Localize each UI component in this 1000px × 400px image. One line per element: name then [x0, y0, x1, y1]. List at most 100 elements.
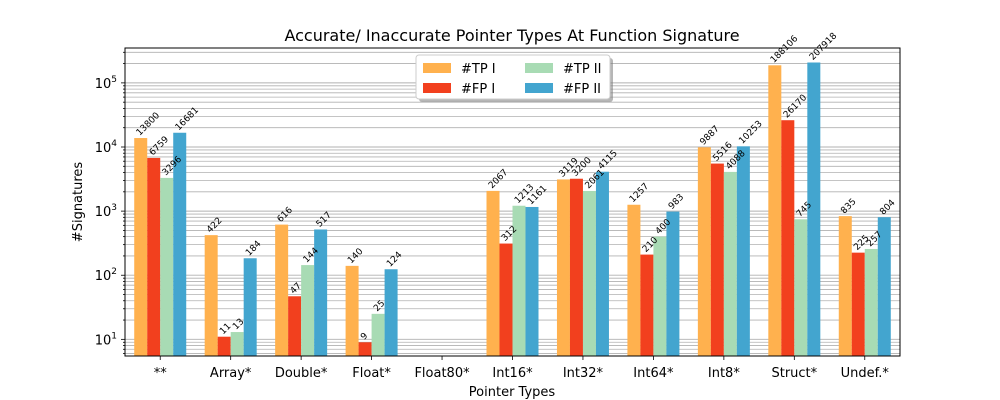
y-axis-label: #Signatures	[71, 162, 86, 243]
y-tick-base: 10	[95, 269, 112, 284]
legend-entry: #FP I	[461, 82, 495, 97]
bar	[710, 163, 724, 356]
bar	[275, 224, 289, 356]
bar	[147, 157, 161, 356]
y-tick-base: 10	[95, 77, 112, 92]
bar	[582, 190, 596, 356]
bar	[499, 243, 513, 356]
bar-value-label: 9	[359, 331, 370, 342]
x-tick-label: Float80*	[414, 366, 470, 381]
bar	[486, 190, 500, 356]
y-tick-exponent: 2	[111, 267, 117, 277]
y-tick-label: 101	[95, 331, 117, 348]
bar	[204, 235, 218, 356]
bar	[807, 62, 821, 356]
y-tick-exponent: 1	[111, 331, 117, 341]
bar-value-label: 13800	[135, 111, 163, 139]
legend: #TP I #FP I #TP II #FP II	[415, 54, 613, 102]
y-tick-label: 103	[95, 203, 117, 220]
x-tick-label: Int64*	[633, 366, 674, 381]
x-tick-label: Int16*	[492, 366, 533, 381]
bar-value-label: 140	[346, 247, 365, 266]
bar	[851, 252, 865, 356]
y-tick-label: 102	[95, 267, 117, 284]
bar-value-label: 835	[839, 197, 858, 216]
chart-title: Accurate/ Inaccurate Pointer Types At Fu…	[284, 26, 739, 45]
x-tick-label: Undef.*	[841, 366, 890, 381]
x-tick-label: **	[154, 366, 168, 381]
bar	[653, 236, 667, 356]
bar-value-label: 4115	[597, 149, 620, 172]
y-tick-label: 104	[95, 139, 118, 156]
x-axis-label: Pointer Types	[469, 385, 556, 400]
x-axis: ** Array* Double* Float* Float80* Int16* Int32…	[154, 356, 890, 381]
y-tick-exponent: 4	[111, 139, 117, 149]
bar	[569, 178, 583, 356]
bar-value-label: 616	[276, 205, 295, 224]
bar	[768, 65, 782, 356]
bar-value-label: 6759	[148, 135, 171, 158]
bar	[314, 229, 328, 356]
bar	[384, 269, 398, 356]
bar-value-label: 188106	[769, 34, 801, 66]
legend-entry: #TP I	[461, 62, 496, 77]
legend-swatch	[525, 63, 553, 73]
x-tick-label: Array*	[210, 366, 252, 381]
legend-entry: #TP II	[563, 62, 601, 77]
bar	[838, 216, 852, 356]
legend-box	[415, 54, 611, 100]
bar-value-label: 422	[205, 216, 224, 235]
bar-value-label: 517	[315, 210, 334, 229]
bar-value-label: 10253	[737, 119, 764, 146]
bar	[134, 138, 148, 356]
bar	[877, 217, 891, 356]
bar	[512, 205, 526, 356]
x-tick-label: Int8*	[708, 366, 740, 381]
x-tick-label: Struct*	[771, 366, 817, 381]
bar	[794, 219, 808, 356]
bar	[288, 296, 302, 356]
y-tick-base: 10	[95, 205, 112, 220]
bar	[358, 342, 372, 356]
bar	[864, 248, 878, 356]
legend-swatch	[423, 83, 451, 93]
legend-entry: #FP II	[563, 82, 601, 97]
y-tick-label: 105	[95, 75, 117, 92]
bar-value-label: 16681	[174, 106, 201, 133]
bar	[160, 177, 174, 356]
bar-value-label: 1257	[628, 182, 651, 205]
bar	[301, 265, 315, 356]
bar	[525, 206, 539, 356]
bar	[736, 146, 750, 356]
bars	[134, 62, 891, 356]
bar	[345, 265, 359, 356]
y-tick-base: 10	[95, 141, 112, 156]
x-tick-label: Double*	[275, 366, 328, 381]
bar	[371, 313, 385, 356]
x-tick-label: Float*	[352, 366, 391, 381]
bar	[697, 147, 711, 356]
legend-swatch	[525, 83, 553, 93]
bar	[173, 132, 187, 356]
bar	[230, 332, 244, 356]
bar	[556, 179, 570, 356]
bar	[781, 120, 795, 356]
bar-value-label: 207918	[808, 31, 840, 63]
bar	[595, 171, 609, 356]
y-tick-base: 10	[95, 333, 112, 348]
bar	[666, 211, 680, 356]
bar-value-label: 124	[385, 250, 404, 269]
bar-value-label: 184	[244, 239, 263, 258]
x-tick-label: Int32*	[563, 366, 604, 381]
bar	[217, 336, 231, 356]
legend-swatch	[423, 63, 451, 73]
bar	[627, 204, 641, 356]
y-tick-exponent: 3	[111, 203, 117, 213]
bar-value-label: 2067	[487, 168, 510, 191]
y-tick-exponent: 5	[111, 75, 117, 85]
bar	[723, 171, 737, 356]
bar-value-label: 983	[667, 192, 686, 211]
bar	[243, 258, 257, 356]
